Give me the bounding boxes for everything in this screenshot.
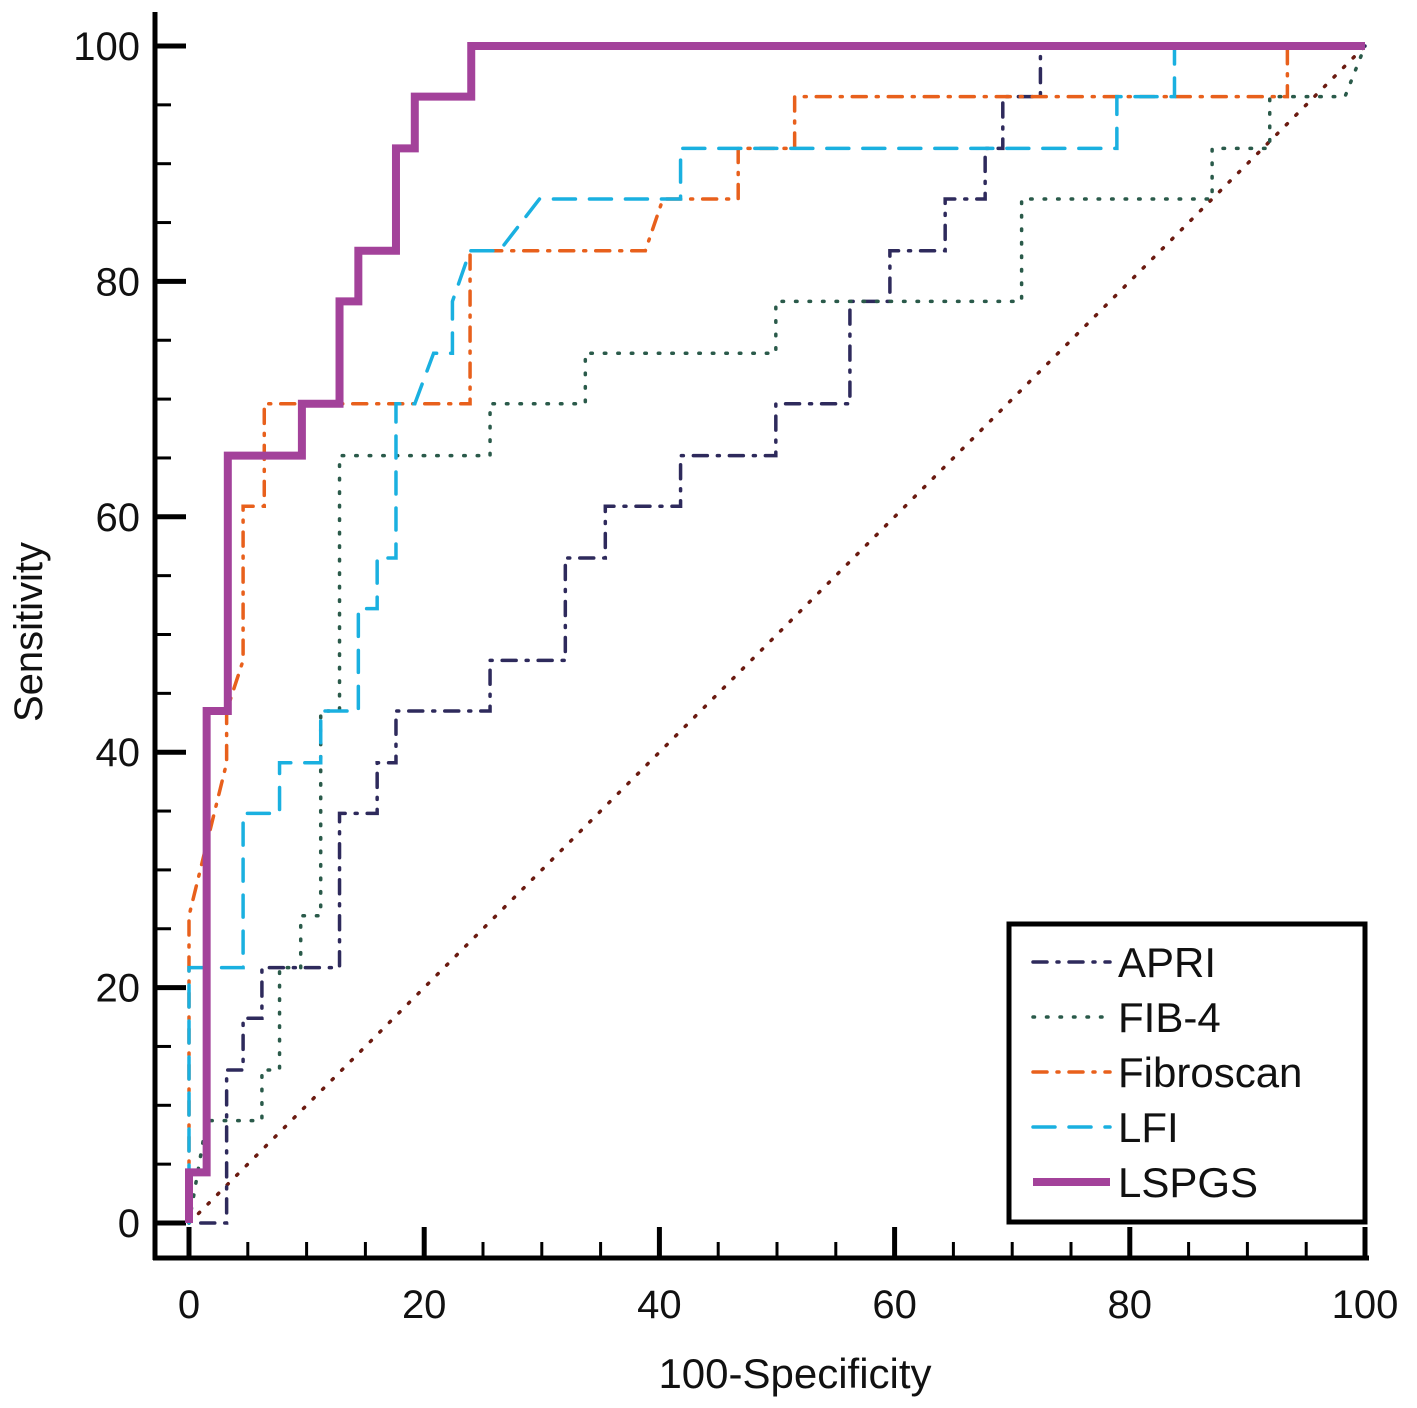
y-tick-label: 20 bbox=[96, 967, 141, 1011]
legend-label: Fibroscan bbox=[1118, 1049, 1302, 1096]
legend-label: LSPGS bbox=[1118, 1159, 1258, 1206]
series-line-lfi bbox=[187, 44, 1367, 1225]
x-axis-title: 100-Specificity bbox=[658, 1350, 931, 1397]
series-line-apri bbox=[199, 44, 1367, 1225]
y-tick-label: 40 bbox=[96, 731, 141, 775]
axis-ticks: 0 20 40 60 80 100 0 20 40 60 80 100 bbox=[73, 25, 1398, 1327]
series-line-fib-4 bbox=[187, 44, 1367, 1225]
legend: APRI FIB-4 Fibroscan LFI LSPGS bbox=[1006, 921, 1368, 1225]
y-tick-label: 0 bbox=[118, 1202, 140, 1246]
x-tick-label: 100 bbox=[1332, 1283, 1399, 1327]
x-tick-label: 0 bbox=[178, 1283, 200, 1327]
x-tick-label: 20 bbox=[402, 1283, 447, 1327]
y-tick-label: 100 bbox=[73, 25, 140, 69]
series-line-lspgs bbox=[185, 42, 1365, 1223]
x-tick-label: 40 bbox=[637, 1283, 682, 1327]
y-axis-title: Sensitivity bbox=[7, 542, 51, 722]
y-tick-label: 60 bbox=[96, 496, 141, 540]
legend-label: APRI bbox=[1118, 939, 1216, 986]
y-tick-label: 80 bbox=[96, 260, 141, 304]
series-layer bbox=[185, 42, 1367, 1225]
x-tick-label: 80 bbox=[1108, 1283, 1153, 1327]
legend-label: FIB-4 bbox=[1118, 994, 1221, 1041]
legend-label: LFI bbox=[1118, 1104, 1179, 1151]
x-tick-label: 60 bbox=[872, 1283, 917, 1327]
